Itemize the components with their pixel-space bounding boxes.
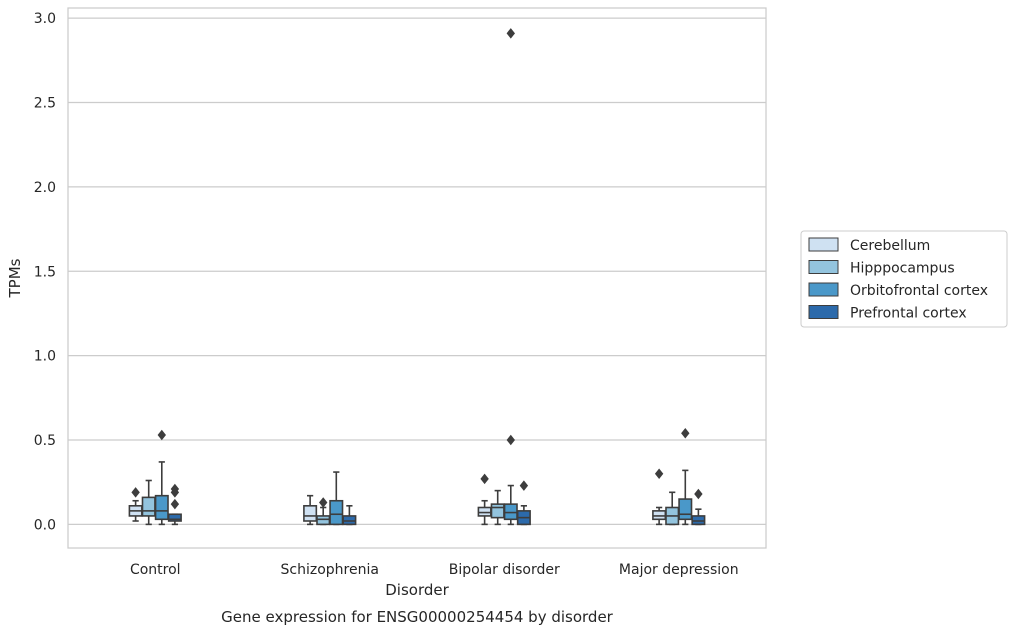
legend-swatch: [808, 282, 839, 297]
outlier-point: [157, 429, 166, 441]
outlier-point: [131, 487, 140, 498]
y-tick-label: 2.0: [34, 180, 56, 196]
box-body: [303, 505, 318, 522]
box: [516, 480, 531, 526]
y-axis-label: TPMs: [6, 258, 24, 298]
box-body: [154, 494, 169, 521]
y-tick-label: 3.0: [34, 11, 56, 27]
legend-label: Orbitofrontal cortex: [850, 283, 988, 299]
box-body: [316, 515, 331, 526]
y-tick-label: 0.0: [34, 517, 56, 533]
grid-lines: [68, 17, 766, 525]
x-tick-label: Control: [130, 562, 181, 578]
legend-item: Orbitofrontal cortex: [808, 282, 988, 299]
box-body: [342, 515, 357, 526]
box: [503, 28, 518, 526]
box-body: [141, 496, 156, 517]
legend-swatch: [808, 305, 839, 319]
box-body: [503, 503, 518, 521]
box-body: [490, 503, 505, 519]
box: [691, 488, 706, 526]
box-series: [128, 28, 706, 526]
box-body: [652, 510, 667, 521]
x-tick-label: Major depression: [619, 562, 739, 578]
legend-frame: [800, 230, 1008, 328]
legend-label: Cerebellum: [850, 238, 930, 254]
outlier-point: [506, 434, 515, 446]
box: [303, 494, 318, 526]
y-tick-label: 1.5: [34, 264, 56, 280]
box-body: [329, 499, 344, 526]
outlier-point: [170, 498, 180, 510]
series-cerebellum: [128, 468, 667, 526]
legend-item: Cerebellum: [808, 237, 930, 254]
box: [665, 491, 680, 526]
x-axis-label: Disorder: [385, 581, 449, 599]
x-tick-label: Bipolar disorder: [449, 562, 560, 578]
plot-frame: [67, 7, 767, 549]
chart-caption: Gene expression for ENSG00000254454 by d…: [221, 608, 614, 626]
box: [316, 497, 331, 526]
legend-items: Cerebellum Hipppocampus Orbitofrontal cort…: [808, 237, 988, 322]
series-prefrontal-cortex: [167, 480, 706, 526]
y-tick-label: 2.5: [34, 96, 56, 112]
outlier-point: [480, 473, 489, 485]
y-tick-label: 1.0: [34, 349, 56, 365]
legend-item: Prefrontal cortex: [808, 305, 967, 322]
y-tick-labels: 0.0 0.5 1.0 1.5 2.0 2.5 3.0: [34, 11, 56, 533]
y-tick-label: 0.5: [34, 433, 56, 449]
box: [477, 473, 492, 526]
legend-swatch: [808, 260, 839, 274]
box: [678, 428, 693, 526]
x-tick-label: Schizophrenia: [281, 562, 379, 578]
box: [128, 487, 143, 522]
box: [342, 505, 357, 526]
legend: Cerebellum Hipppocampus Orbitofrontal cort…: [800, 230, 1008, 328]
box-body: [691, 515, 706, 526]
legend-label: Prefrontal cortex: [850, 306, 967, 322]
series-orbitofrontal-cortex: [154, 28, 693, 526]
box-body: [477, 506, 492, 517]
box: [490, 489, 505, 526]
outlier-point: [319, 497, 328, 508]
outlier-point: [654, 468, 664, 479]
outlier-point: [170, 483, 180, 495]
box: [329, 471, 344, 526]
box-body: [167, 513, 182, 522]
box: [652, 468, 667, 526]
legend-swatch: [808, 237, 839, 252]
box: [154, 429, 169, 526]
box-body: [678, 498, 693, 521]
outlier-point: [506, 28, 515, 39]
x-tick-labels: Control Schizophrenia Bipolar disorder Majo…: [130, 562, 739, 578]
outlier-point: [681, 428, 690, 439]
series-hipppocampus: [141, 479, 680, 526]
box: [141, 479, 156, 526]
outlier-point: [519, 480, 529, 491]
legend-label: Hipppocampus: [850, 261, 955, 277]
box: [167, 483, 182, 526]
legend-item: Hipppocampus: [808, 260, 955, 277]
outlier-point: [694, 488, 703, 500]
